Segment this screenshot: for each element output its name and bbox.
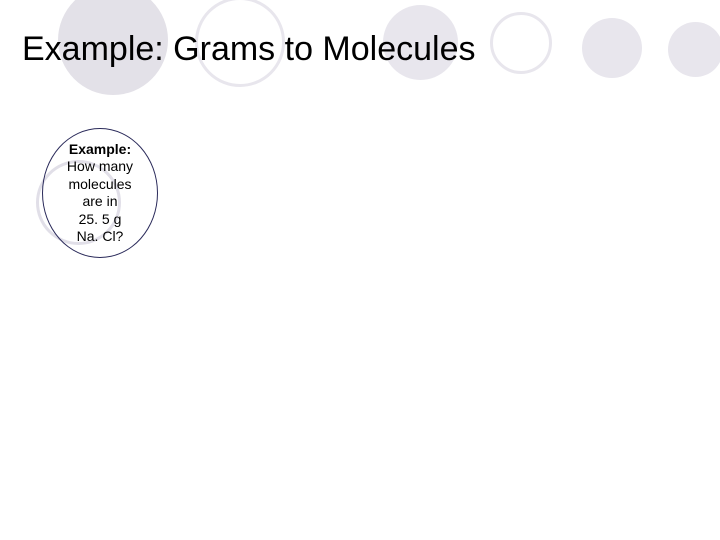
example-text-line: Na. Cl? (77, 228, 124, 246)
slide-title: Example: Grams to Molecules (22, 30, 476, 69)
example-text-line: 25. 5 g (79, 211, 122, 229)
example-heading: Example: (69, 141, 131, 159)
example-callout: Example: How many molecules are in 25. 5… (42, 128, 158, 258)
decorative-circle (668, 22, 720, 77)
example-text-line: are in (82, 193, 117, 211)
decorative-circle (582, 18, 642, 78)
example-text-line: How many (67, 158, 133, 176)
example-text-line: molecules (68, 176, 131, 194)
decorative-circle (490, 12, 552, 74)
